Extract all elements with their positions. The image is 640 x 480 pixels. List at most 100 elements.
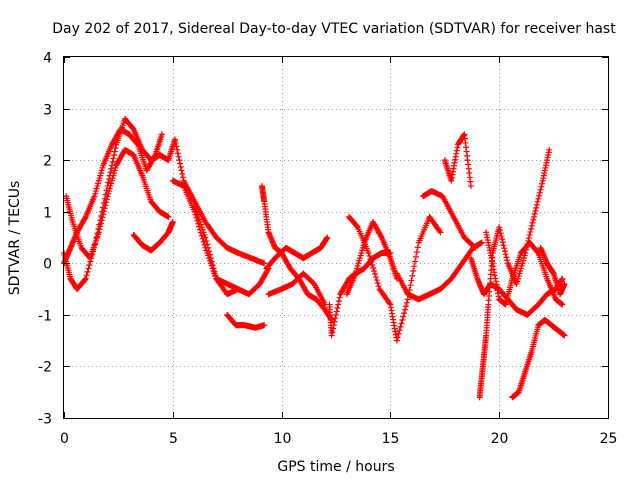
x-tick-label: 0 bbox=[60, 431, 69, 447]
series-trace-e bbox=[169, 177, 272, 298]
data-point bbox=[496, 227, 503, 234]
y-tick-label: 3 bbox=[43, 103, 52, 119]
x-tick-label: 15 bbox=[382, 431, 400, 447]
data-point bbox=[527, 228, 534, 235]
data-point bbox=[206, 248, 213, 255]
x-axis-label: GPS time / hours bbox=[277, 459, 394, 475]
data-point bbox=[335, 298, 342, 305]
data-point bbox=[499, 236, 506, 243]
data-point bbox=[209, 262, 216, 269]
data-point bbox=[158, 131, 165, 138]
data-point bbox=[134, 140, 141, 147]
y-tick-label: 2 bbox=[43, 154, 52, 170]
data-point bbox=[210, 265, 217, 272]
y-tick-label: 4 bbox=[43, 51, 52, 67]
data-point bbox=[365, 249, 372, 256]
series-trace-h bbox=[224, 311, 268, 331]
y-axis-label: SDTVAR / TECUs bbox=[7, 181, 23, 296]
data-point bbox=[401, 310, 408, 317]
data-point bbox=[410, 268, 417, 275]
data-point bbox=[402, 306, 409, 313]
data-point bbox=[336, 294, 343, 301]
data-point bbox=[101, 205, 108, 212]
data-point bbox=[178, 167, 185, 174]
data-point bbox=[204, 241, 211, 248]
data-point bbox=[86, 262, 93, 269]
data-point bbox=[497, 230, 504, 237]
data-point bbox=[399, 317, 406, 324]
data-point bbox=[371, 268, 378, 275]
data-point bbox=[436, 228, 443, 235]
data-point bbox=[528, 225, 535, 232]
data-point bbox=[503, 254, 510, 261]
data-point bbox=[407, 282, 414, 289]
data-point bbox=[366, 252, 373, 259]
data-point bbox=[374, 280, 381, 287]
data-point bbox=[83, 272, 90, 279]
data-point bbox=[404, 296, 411, 303]
data-point bbox=[329, 329, 336, 336]
data-point bbox=[525, 234, 532, 241]
plot-frame bbox=[63, 56, 609, 419]
series-trace-i bbox=[259, 182, 335, 324]
data-point bbox=[110, 155, 117, 162]
data-point bbox=[97, 220, 104, 227]
series-trace-j bbox=[263, 234, 331, 272]
data-point bbox=[175, 153, 182, 160]
data-point bbox=[538, 183, 545, 190]
data-point bbox=[177, 164, 184, 171]
data-point bbox=[82, 215, 89, 222]
chart-title: Day 202 of 2017, Sidereal Day-to-day VTE… bbox=[52, 21, 616, 37]
data-point bbox=[324, 234, 331, 241]
data-point bbox=[105, 179, 112, 186]
series-trace-s bbox=[476, 146, 553, 401]
data-point bbox=[174, 150, 181, 157]
data-point bbox=[478, 239, 485, 246]
data-point bbox=[408, 277, 415, 284]
data-point bbox=[537, 186, 544, 193]
data-point bbox=[100, 211, 107, 218]
data-point bbox=[375, 283, 382, 290]
data-point bbox=[96, 226, 103, 233]
data-point bbox=[528, 222, 535, 229]
series-trace-v bbox=[537, 244, 568, 298]
data-point bbox=[99, 214, 106, 221]
data-point bbox=[107, 169, 114, 176]
data-point bbox=[500, 242, 507, 249]
data-point bbox=[367, 255, 374, 262]
data-point bbox=[235, 286, 242, 293]
data-point bbox=[211, 268, 218, 275]
y-tick-label: -3 bbox=[38, 412, 52, 428]
data-point bbox=[412, 258, 419, 265]
data-point bbox=[333, 311, 339, 318]
series-trace-t bbox=[483, 229, 566, 308]
data-point bbox=[546, 146, 553, 153]
data-point bbox=[368, 258, 375, 265]
data-point bbox=[200, 238, 207, 245]
data-point bbox=[84, 268, 91, 275]
data-point bbox=[411, 263, 418, 270]
data-point bbox=[393, 337, 400, 344]
data-point bbox=[112, 145, 119, 152]
data-point bbox=[85, 265, 92, 272]
series-trace-c bbox=[63, 146, 172, 262]
data-point bbox=[409, 272, 416, 279]
data-point bbox=[173, 143, 180, 150]
y-tick-label: -2 bbox=[38, 360, 52, 376]
data-point bbox=[335, 301, 342, 308]
data-point bbox=[332, 315, 339, 322]
data-point bbox=[151, 153, 158, 160]
data-point bbox=[372, 274, 379, 281]
data-point bbox=[203, 237, 210, 244]
data-point bbox=[530, 216, 537, 223]
data-point bbox=[377, 233, 384, 240]
data-points-layer bbox=[61, 115, 568, 401]
data-point bbox=[370, 265, 377, 272]
data-point bbox=[472, 244, 479, 251]
series-trace-o bbox=[393, 239, 485, 303]
data-point bbox=[207, 255, 214, 262]
data-point bbox=[369, 262, 376, 269]
data-point bbox=[333, 308, 340, 315]
y-tick-label: 0 bbox=[43, 257, 52, 273]
